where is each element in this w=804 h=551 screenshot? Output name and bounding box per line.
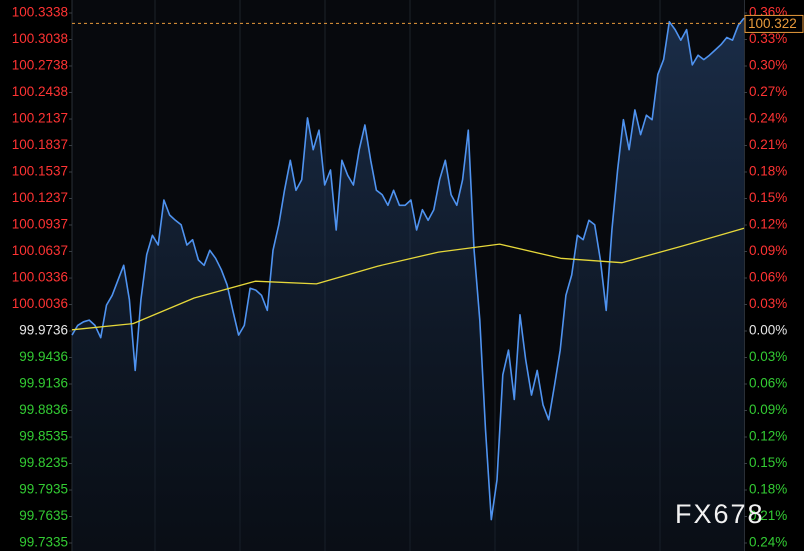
y-tick-label: 99.9436 bbox=[19, 349, 68, 364]
y2-tick-label: 0.03% bbox=[749, 349, 787, 364]
y2-tick-label: 0.06% bbox=[749, 376, 787, 391]
y-tick-label: 100.0036 bbox=[12, 296, 68, 311]
y-tick-label: 99.7935 bbox=[19, 482, 68, 497]
y-tick-label: 99.9736 bbox=[19, 323, 68, 338]
price-area bbox=[72, 18, 744, 551]
y2-tick-label: 0.27% bbox=[749, 84, 787, 99]
y2-tick-label: 0.00% bbox=[749, 323, 787, 338]
y-tick-label: 99.8235 bbox=[19, 455, 68, 470]
average-line bbox=[71, 227, 745, 331]
y2-tick-label: 0.24% bbox=[749, 535, 787, 550]
y-tick-label: 100.1537 bbox=[12, 164, 68, 179]
y-tick-label: 99.7635 bbox=[19, 508, 68, 523]
y2-tick-label: 0.15% bbox=[749, 455, 787, 470]
y2-tick-label: 0.30% bbox=[749, 58, 787, 73]
watermark: FX678 bbox=[675, 499, 765, 529]
y2-tick-label: 0.03% bbox=[749, 296, 787, 311]
y2-tick-label: 0.12% bbox=[749, 429, 787, 444]
y2-tick-label: 0.12% bbox=[749, 217, 787, 232]
y-tick-label: 99.8535 bbox=[19, 429, 68, 444]
y-tick-label: 100.2438 bbox=[12, 84, 68, 99]
y2-tick-label: 0.21% bbox=[749, 508, 787, 523]
y2-tick-label: 0.09% bbox=[749, 243, 787, 258]
y2-tick-label: 0.18% bbox=[749, 482, 787, 497]
last-price-box bbox=[744, 14, 804, 33]
y2-tick-label: 0.24% bbox=[749, 111, 787, 126]
y2-tick-label: 0.09% bbox=[749, 402, 787, 417]
y-tick-label: 100.3038 bbox=[12, 31, 68, 46]
price-line bbox=[71, 17, 745, 521]
last-price-label: 100.322 bbox=[748, 16, 797, 31]
y2-tick-label: 0.21% bbox=[749, 137, 787, 152]
y-tick-label: 100.2137 bbox=[12, 111, 68, 126]
y-tick-label: 100.0637 bbox=[12, 243, 68, 258]
y2-tick-label: 0.15% bbox=[749, 190, 787, 205]
y-tick-label: 99.8836 bbox=[19, 402, 68, 417]
y2-tick-label: 0.33% bbox=[749, 31, 787, 46]
y-tick-label: 99.9136 bbox=[19, 376, 68, 391]
y-tick-label: 100.1237 bbox=[12, 190, 68, 205]
y-tick-label: 100.1837 bbox=[12, 137, 68, 152]
y-tick-label: 100.0336 bbox=[12, 270, 68, 285]
y-tick-label: 100.2738 bbox=[12, 58, 68, 73]
y-tick-label: 100.0937 bbox=[12, 217, 68, 232]
y-tick-label: 100.3338 bbox=[12, 5, 68, 20]
y2-tick-label: 0.06% bbox=[749, 270, 787, 285]
y-tick-label: 99.7335 bbox=[19, 535, 68, 550]
y2-tick-label: 0.18% bbox=[749, 164, 787, 179]
